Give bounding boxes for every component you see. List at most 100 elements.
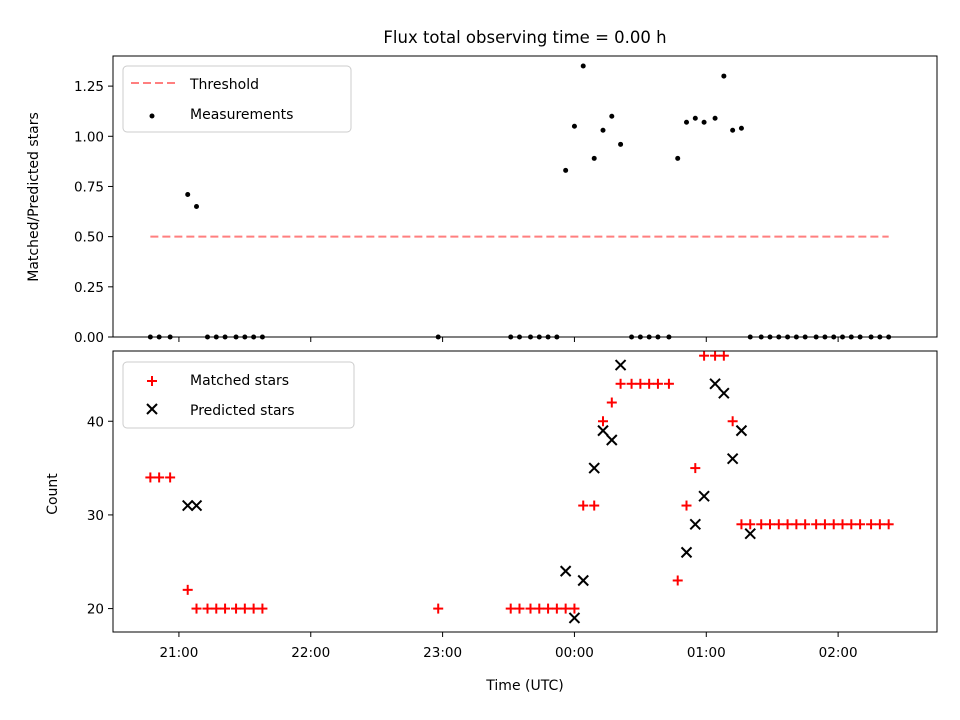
legend-measurements-label: Measurements bbox=[190, 107, 293, 123]
matched-star-marker bbox=[727, 416, 738, 427]
bottom-xtick-label: 01:00 bbox=[687, 645, 726, 661]
bottom-y-ticks: 20 30 40 bbox=[87, 414, 113, 618]
matched-star-marker bbox=[718, 350, 729, 361]
bottom-legend: Matched stars Predicted stars bbox=[122, 361, 355, 429]
predicted-star-marker bbox=[680, 546, 693, 559]
matched-star-marker bbox=[745, 519, 756, 530]
predicted-star-marker bbox=[726, 453, 739, 465]
matched-star-marker bbox=[773, 519, 784, 530]
matched-star-marker bbox=[231, 603, 242, 614]
matched-star-marker bbox=[257, 603, 268, 614]
legend-predicted-label: Predicted stars bbox=[190, 403, 295, 419]
measurement-point bbox=[701, 119, 707, 125]
bottom-xtick-label: 22:00 bbox=[291, 645, 330, 661]
matched-star-marker bbox=[569, 603, 580, 614]
legend-predicted-swatch bbox=[146, 403, 158, 415]
matched-star-marker bbox=[782, 519, 793, 530]
matched-star-marker bbox=[644, 378, 655, 389]
matched-star-marker bbox=[652, 378, 663, 389]
bottom-xtick-label: 00:00 bbox=[555, 645, 594, 661]
matched-star-marker bbox=[800, 519, 811, 530]
matched-star-marker bbox=[837, 519, 848, 530]
predicted-star-marker bbox=[698, 490, 710, 502]
predicted-star-marker bbox=[718, 387, 730, 399]
top-axes-frame bbox=[112, 55, 938, 338]
measurement-point bbox=[684, 119, 690, 125]
predicted-star-marker bbox=[182, 499, 194, 512]
bottom-ylabel: Count bbox=[45, 473, 61, 515]
top-panel: Flux total observing time = 0.00 h Match… bbox=[26, 28, 938, 346]
predicted-star-marker bbox=[709, 378, 721, 390]
measurement-point bbox=[580, 63, 586, 69]
matched-star-marker bbox=[598, 416, 609, 427]
legend-matched-label: Matched stars bbox=[190, 373, 289, 389]
matched-star-marker bbox=[756, 519, 767, 530]
matched-star-marker bbox=[819, 519, 830, 530]
measurement-point bbox=[721, 73, 727, 79]
predicted-star-marker bbox=[568, 612, 581, 624]
matched-star-marker bbox=[606, 397, 617, 408]
top-ytick-label: 0.75 bbox=[74, 179, 104, 195]
bottom-x-ticks: 21:00 22:00 23:00 00:00 01:00 02:00 bbox=[159, 632, 858, 661]
measurement-point bbox=[571, 123, 577, 129]
matched-star-marker bbox=[202, 603, 213, 614]
top-legend-box bbox=[122, 65, 352, 133]
top-ytick-label: 1.00 bbox=[74, 129, 104, 145]
predicted-star-marker bbox=[577, 574, 589, 587]
matched-star-marker bbox=[211, 603, 222, 614]
top-ytick-label: 0.25 bbox=[74, 280, 104, 296]
matched-star-marker bbox=[855, 519, 866, 530]
measurement-point bbox=[193, 204, 199, 210]
predicted-star-marker bbox=[689, 518, 702, 530]
matched-star-marker bbox=[514, 603, 525, 614]
top-ytick-label: 1.25 bbox=[74, 79, 104, 95]
top-ytick-label: 0.00 bbox=[74, 330, 104, 346]
matched-star-marker bbox=[846, 519, 857, 530]
measurement-point bbox=[738, 125, 744, 131]
measurement-point bbox=[675, 155, 681, 161]
matched-star-marker bbox=[191, 603, 202, 614]
matched-star-marker bbox=[248, 603, 259, 614]
measurement-point bbox=[563, 167, 569, 173]
measurement-point bbox=[692, 115, 698, 121]
matched-star-marker bbox=[154, 472, 165, 483]
legend-measurements-swatch bbox=[149, 113, 155, 119]
predicted-star-marker bbox=[597, 424, 609, 437]
top-y-ticks: 0.00 0.25 0.50 0.75 1.00 1.25 bbox=[74, 79, 113, 346]
matched-star-marker bbox=[534, 603, 545, 614]
bottom-ytick-label: 20 bbox=[87, 602, 104, 618]
matched-star-marker bbox=[791, 519, 802, 530]
matched-star-marker bbox=[681, 500, 692, 511]
matched-star-marker bbox=[765, 519, 776, 530]
matched-star-marker bbox=[615, 378, 626, 389]
predicted-star-marker bbox=[735, 424, 748, 437]
matched-star-marker bbox=[505, 603, 516, 614]
matched-star-marker bbox=[525, 603, 536, 614]
predicted-star-marker bbox=[614, 359, 627, 371]
predicted-star-marker bbox=[190, 499, 203, 512]
matched-star-marker bbox=[626, 378, 637, 389]
matched-star-marker bbox=[182, 584, 193, 595]
matched-star-marker bbox=[699, 350, 710, 361]
bottom-xtick-label: 23:00 bbox=[423, 645, 462, 661]
top-ylabel: Matched/Predicted stars bbox=[26, 112, 42, 282]
predicted-star-marker bbox=[559, 565, 572, 577]
matched-star-marker bbox=[551, 603, 562, 614]
bottom-axes-frame bbox=[112, 350, 938, 633]
matched-star-marker bbox=[690, 463, 701, 474]
matched-star-marker bbox=[578, 500, 589, 511]
top-legend: Threshold Measurements bbox=[122, 65, 352, 133]
legend-threshold-label: Threshold bbox=[189, 77, 259, 93]
bottom-ytick-label: 30 bbox=[87, 508, 104, 524]
bottom-xtick-label: 02:00 bbox=[819, 645, 858, 661]
matched-star-marker bbox=[145, 472, 156, 483]
matched-star-marker bbox=[866, 519, 877, 530]
bottom-xtick-label: 21:00 bbox=[159, 645, 198, 661]
matched-star-marker bbox=[543, 603, 554, 614]
bottom-ytick-label: 40 bbox=[87, 414, 104, 430]
matched-star-marker bbox=[672, 575, 683, 586]
bottom-xlabel: Time (UTC) bbox=[485, 678, 563, 694]
measurement-point bbox=[730, 127, 736, 133]
matched-star-marker bbox=[874, 519, 885, 530]
matched-star-marker bbox=[433, 603, 444, 614]
